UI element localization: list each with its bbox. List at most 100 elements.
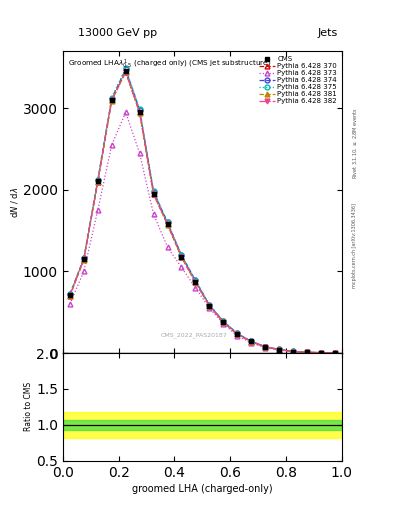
Pythia 6.428 370	[277, 347, 281, 353]
Text: Jets: Jets	[318, 28, 338, 38]
Pythia 6.428 381	[263, 344, 268, 350]
CMS	[95, 178, 100, 184]
X-axis label: groomed LHA (charged-only): groomed LHA (charged-only)	[132, 484, 273, 494]
Line: Pythia 6.428 370: Pythia 6.428 370	[68, 69, 337, 355]
Pythia 6.428 370	[249, 338, 253, 345]
Pythia 6.428 381	[151, 191, 156, 198]
Pythia 6.428 373	[123, 109, 128, 115]
Pythia 6.428 375	[151, 188, 156, 194]
Pythia 6.428 373	[319, 350, 323, 356]
Line: Pythia 6.428 382: Pythia 6.428 382	[68, 69, 337, 355]
CMS	[249, 338, 253, 345]
Pythia 6.428 373	[207, 305, 212, 311]
Pythia 6.428 382	[151, 191, 156, 197]
Pythia 6.428 381	[207, 303, 212, 309]
Pythia 6.428 374	[221, 318, 226, 324]
Pythia 6.428 375	[165, 219, 170, 225]
CMS	[109, 97, 114, 103]
Text: Rivet 3.1.10, $\geq$ 2.8M events: Rivet 3.1.10, $\geq$ 2.8M events	[352, 108, 359, 179]
CMS	[305, 349, 309, 355]
Pythia 6.428 375	[249, 338, 253, 344]
Pythia 6.428 373	[109, 142, 114, 148]
Pythia 6.428 382	[277, 347, 281, 353]
Pythia 6.428 374	[193, 278, 198, 284]
Pythia 6.428 373	[263, 345, 268, 351]
Pythia 6.428 382	[95, 179, 100, 185]
CMS	[81, 255, 86, 262]
Pythia 6.428 370	[291, 349, 296, 355]
Pythia 6.428 375	[221, 318, 226, 324]
Text: mcplots.cern.ch [arXiv:1306.3436]: mcplots.cern.ch [arXiv:1306.3436]	[352, 203, 357, 288]
Pythia 6.428 373	[332, 350, 337, 356]
Pythia 6.428 381	[81, 257, 86, 263]
Pythia 6.428 374	[109, 95, 114, 101]
Pythia 6.428 374	[263, 344, 268, 350]
Pythia 6.428 382	[123, 69, 128, 75]
Pythia 6.428 374	[305, 349, 309, 355]
Pythia 6.428 382	[68, 292, 72, 298]
Pythia 6.428 381	[123, 69, 128, 75]
Pythia 6.428 370	[221, 319, 226, 325]
Pythia 6.428 374	[235, 330, 240, 336]
Pythia 6.428 375	[277, 346, 281, 352]
Line: Pythia 6.428 375: Pythia 6.428 375	[68, 66, 337, 355]
Pythia 6.428 381	[291, 349, 296, 355]
CMS	[193, 279, 198, 285]
Pythia 6.428 374	[151, 188, 156, 195]
Pythia 6.428 374	[68, 291, 72, 297]
Bar	[63, 420, 342, 430]
Pythia 6.428 374	[207, 302, 212, 308]
Pythia 6.428 381	[179, 254, 184, 260]
Pythia 6.428 381	[332, 350, 337, 356]
Pythia 6.428 373	[68, 301, 72, 307]
Pythia 6.428 370	[207, 303, 212, 309]
Pythia 6.428 373	[137, 150, 142, 156]
Pythia 6.428 375	[305, 349, 309, 355]
Pythia 6.428 381	[277, 347, 281, 353]
CMS	[123, 68, 128, 74]
Text: CMS_2022_PAS20187: CMS_2022_PAS20187	[161, 332, 228, 338]
Pythia 6.428 382	[221, 319, 226, 325]
Pythia 6.428 373	[221, 321, 226, 327]
Pythia 6.428 373	[95, 207, 100, 214]
Legend: CMS, Pythia 6.428 370, Pythia 6.428 373, Pythia 6.428 374, Pythia 6.428 375, Pyt: CMS, Pythia 6.428 370, Pythia 6.428 373,…	[258, 55, 338, 105]
Pythia 6.428 382	[263, 344, 268, 350]
Pythia 6.428 370	[109, 97, 114, 103]
Pythia 6.428 382	[235, 331, 240, 337]
Pythia 6.428 375	[319, 350, 323, 356]
CMS	[332, 350, 337, 356]
CMS	[277, 347, 281, 353]
Pythia 6.428 381	[305, 349, 309, 355]
Pythia 6.428 373	[277, 347, 281, 353]
Pythia 6.428 370	[305, 349, 309, 355]
Pythia 6.428 373	[235, 333, 240, 339]
CMS	[263, 344, 268, 350]
Line: CMS: CMS	[68, 69, 337, 355]
Pythia 6.428 382	[193, 279, 198, 285]
Pythia 6.428 373	[81, 268, 86, 274]
Pythia 6.428 381	[249, 338, 253, 345]
Pythia 6.428 382	[207, 303, 212, 309]
Pythia 6.428 382	[81, 257, 86, 263]
Pythia 6.428 373	[291, 349, 296, 355]
Y-axis label: $\mathrm{d}N$ / $\mathrm{d}\lambda$: $\mathrm{d}N$ / $\mathrm{d}\lambda$	[9, 186, 20, 218]
Pythia 6.428 375	[291, 348, 296, 354]
Pythia 6.428 375	[235, 330, 240, 336]
Pythia 6.428 381	[235, 331, 240, 337]
Pythia 6.428 374	[81, 255, 86, 262]
Pythia 6.428 373	[193, 285, 198, 291]
CMS	[319, 350, 323, 356]
Pythia 6.428 370	[179, 253, 184, 260]
Pythia 6.428 374	[179, 252, 184, 258]
Pythia 6.428 374	[332, 350, 337, 356]
Pythia 6.428 370	[151, 191, 156, 197]
CMS	[68, 292, 72, 298]
Pythia 6.428 382	[179, 254, 184, 260]
Pythia 6.428 370	[263, 344, 268, 350]
Pythia 6.428 370	[332, 350, 337, 356]
Pythia 6.428 370	[137, 109, 142, 115]
Pythia 6.428 381	[68, 293, 72, 299]
Pythia 6.428 370	[68, 293, 72, 299]
Pythia 6.428 382	[109, 97, 114, 103]
Pythia 6.428 370	[123, 69, 128, 75]
